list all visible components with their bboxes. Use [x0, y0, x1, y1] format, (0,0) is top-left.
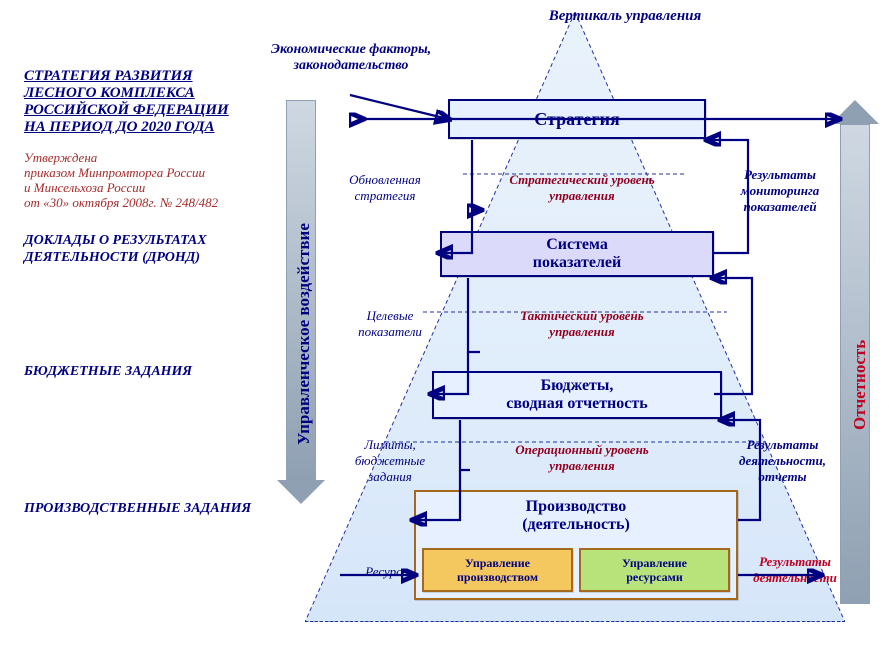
- lbl-operational-level: Операционный уровень управления: [487, 442, 677, 474]
- vertical-management-label: Вертикаль управления: [530, 8, 720, 25]
- box-production: Производство (деятельность) Управление п…: [414, 490, 738, 600]
- box-strategy-text: Стратегия: [534, 109, 619, 130]
- lbl-resources: Ресурсы: [338, 564, 438, 580]
- box-production-text: Производство (деятельность): [522, 498, 630, 534]
- lbl-updated-strategy: Обновленная стратегия: [330, 172, 440, 204]
- lbl-strategic-level: Стратегический уровень управления: [487, 172, 677, 204]
- lbl-tactical-level: Тактический уровень управления: [487, 308, 677, 340]
- econ-factors-label: Экономические факторы, законодательство: [266, 42, 436, 74]
- main-title: СТРАТЕГИЯ РАЗВИТИЯ ЛЕСНОГО КОМПЛЕКСА РОС…: [24, 68, 254, 136]
- lbl-targets: Целевые показатели: [335, 308, 445, 340]
- lbl-monitoring-results: Результаты мониторинга показателей: [725, 167, 835, 215]
- left-arrow-label: Управленческое воздействие: [294, 165, 314, 445]
- subbox-resource-mgmt: Управление ресурсами: [579, 548, 730, 592]
- lbl-activity-results-bottom: Результаты деятельности: [735, 554, 855, 586]
- drond-label: ДОКЛАДЫ О РЕЗУЛЬТАТАХ ДЕЯТЕЛЬНОСТИ (ДРОН…: [24, 232, 254, 266]
- lbl-limits: Лимиты, бюджетные задания: [335, 437, 445, 485]
- approval-text: Утверждена приказом Минпромторга России …: [24, 150, 254, 210]
- budget-tasks-label: БЮДЖЕТНЫЕ ЗАДАНИЯ: [24, 364, 254, 380]
- subbox-production-mgmt: Управление производством: [422, 548, 573, 592]
- box-system-text: Система показателей: [533, 236, 621, 272]
- lbl-activity-results: Результаты деятельности, отчеты: [725, 437, 840, 485]
- box-system: Система показателей: [440, 231, 714, 277]
- production-tasks-label: ПРОИЗВОДСТВЕННЫЕ ЗАДАНИЯ: [24, 500, 254, 517]
- production-subboxes: Управление производством Управление ресу…: [422, 548, 730, 592]
- box-strategy: Стратегия: [448, 99, 706, 139]
- box-budgets: Бюджеты, сводная отчетность: [432, 371, 722, 419]
- box-budgets-text: Бюджеты, сводная отчетность: [506, 377, 647, 413]
- right-arrow-label: Отчетность: [850, 290, 870, 430]
